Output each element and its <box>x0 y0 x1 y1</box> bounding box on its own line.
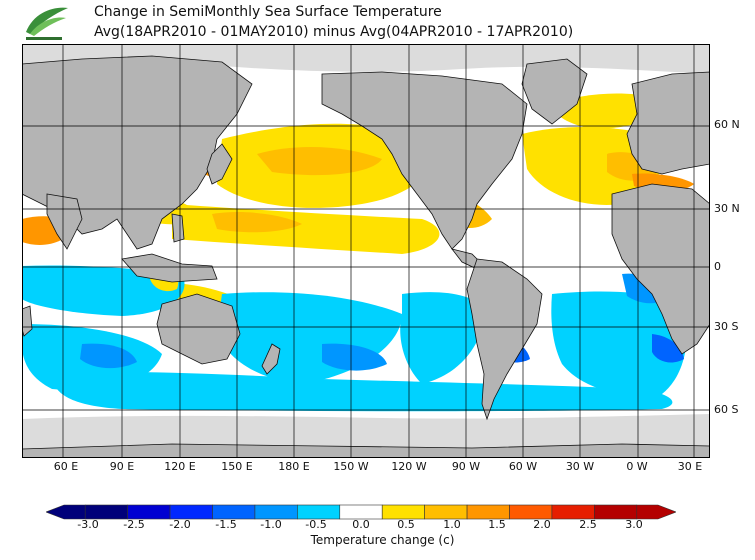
colorbar-tick-label: -3.0 <box>77 518 99 531</box>
land-philippines <box>171 213 185 243</box>
colorbar-caption: Temperature change (c) <box>310 533 455 547</box>
colorbar-bin <box>381 504 425 520</box>
lon-label: 30 E <box>677 460 703 473</box>
colorbar-bin <box>551 504 595 520</box>
colorbar-bin <box>297 504 341 520</box>
colorbar-bin <box>84 504 128 520</box>
land-madagascar <box>22 305 33 337</box>
land-europe <box>626 71 710 175</box>
lat-label: 0 <box>714 260 721 273</box>
lon-label: 120 E <box>164 460 196 473</box>
land-japan <box>206 143 233 185</box>
colorbar <box>46 504 676 520</box>
lon-label: 120 W <box>391 460 427 473</box>
colorbar-tick-label: -2.0 <box>169 518 191 531</box>
sst-cool-patches <box>22 265 687 412</box>
map-gridlines <box>22 44 710 458</box>
lat-label: 60 N <box>714 118 740 131</box>
lon-label: 180 E <box>278 460 310 473</box>
colorbar-bin <box>594 504 638 520</box>
lon-label: 90 E <box>109 460 135 473</box>
colorbar-bin <box>509 504 553 520</box>
longitude-labels: 60 E 90 E 120 E 150 E 180 E 150 W 120 W … <box>0 460 755 480</box>
colorbar-tick-label: 1.5 <box>488 518 506 531</box>
colorbar-tick-label: 0.5 <box>397 518 415 531</box>
lon-label: 90 W <box>451 460 481 473</box>
colorbar-tick-label: 0.0 <box>352 518 370 531</box>
land-north-america <box>321 71 528 250</box>
lat-label: 60 S <box>714 403 739 416</box>
title-line-2: Avg(18APR2010 - 01MAY2010) minus Avg(04A… <box>94 24 574 40</box>
lon-label: 150 E <box>221 460 253 473</box>
lon-label: 60 W <box>508 460 538 473</box>
colorbar-bin <box>127 504 171 520</box>
agency-logo <box>26 7 68 40</box>
land-india <box>46 193 83 250</box>
colorbar-bin <box>466 504 510 520</box>
lon-label: 150 W <box>333 460 369 473</box>
colorbar-bin <box>424 504 468 520</box>
colorbar-cap-low <box>46 504 86 520</box>
colorbar-tick-label: -2.5 <box>123 518 145 531</box>
land-australia <box>156 293 241 365</box>
colorbar-tick-labels: -3.0 -2.5 -2.0 -1.5 -1.0 -0.5 0.0 0.5 1.… <box>0 518 755 534</box>
map-border <box>22 44 710 458</box>
colorbar-tick-label: 2.5 <box>579 518 597 531</box>
colorbar-cap-high <box>636 504 676 520</box>
figure-title: Change in SemiMonthly Sea Surface Temper… <box>94 2 573 42</box>
colorbar-tick-label: -1.0 <box>260 518 282 531</box>
colorbar-bin <box>169 504 213 520</box>
colorbar-bin <box>212 504 256 520</box>
lat-label: 30 S <box>714 320 739 333</box>
colorbar-tick-label: -0.5 <box>305 518 327 531</box>
colorbar-bin <box>339 504 383 520</box>
colorbar-tick-label: 2.0 <box>533 518 551 531</box>
land-new-zealand <box>261 343 281 375</box>
colorbar-tick-label: 1.0 <box>443 518 461 531</box>
lon-label: 30 W <box>565 460 595 473</box>
lat-label: 30 N <box>714 202 740 215</box>
sst-change-map <box>22 44 710 458</box>
land-antarctica <box>22 443 710 458</box>
lon-label: 60 E <box>53 460 79 473</box>
title-line-1: Change in SemiMonthly Sea Surface Temper… <box>94 4 442 20</box>
land-greenland <box>521 58 588 125</box>
land-indonesia <box>121 253 218 283</box>
colorbar-tick-label: 3.0 <box>625 518 643 531</box>
colorbar-bin <box>254 504 298 520</box>
lon-label: 0 W <box>626 460 648 473</box>
land-africa <box>611 183 710 355</box>
colorbar-tick-label: -1.5 <box>215 518 237 531</box>
